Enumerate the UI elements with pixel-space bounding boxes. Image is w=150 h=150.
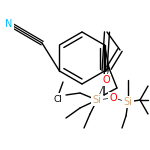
Text: O: O (109, 93, 117, 103)
Text: N: N (5, 19, 13, 29)
Text: O: O (102, 75, 110, 85)
Text: Si: Si (93, 95, 101, 105)
Text: Si: Si (124, 97, 132, 107)
Text: Cl: Cl (54, 94, 62, 103)
